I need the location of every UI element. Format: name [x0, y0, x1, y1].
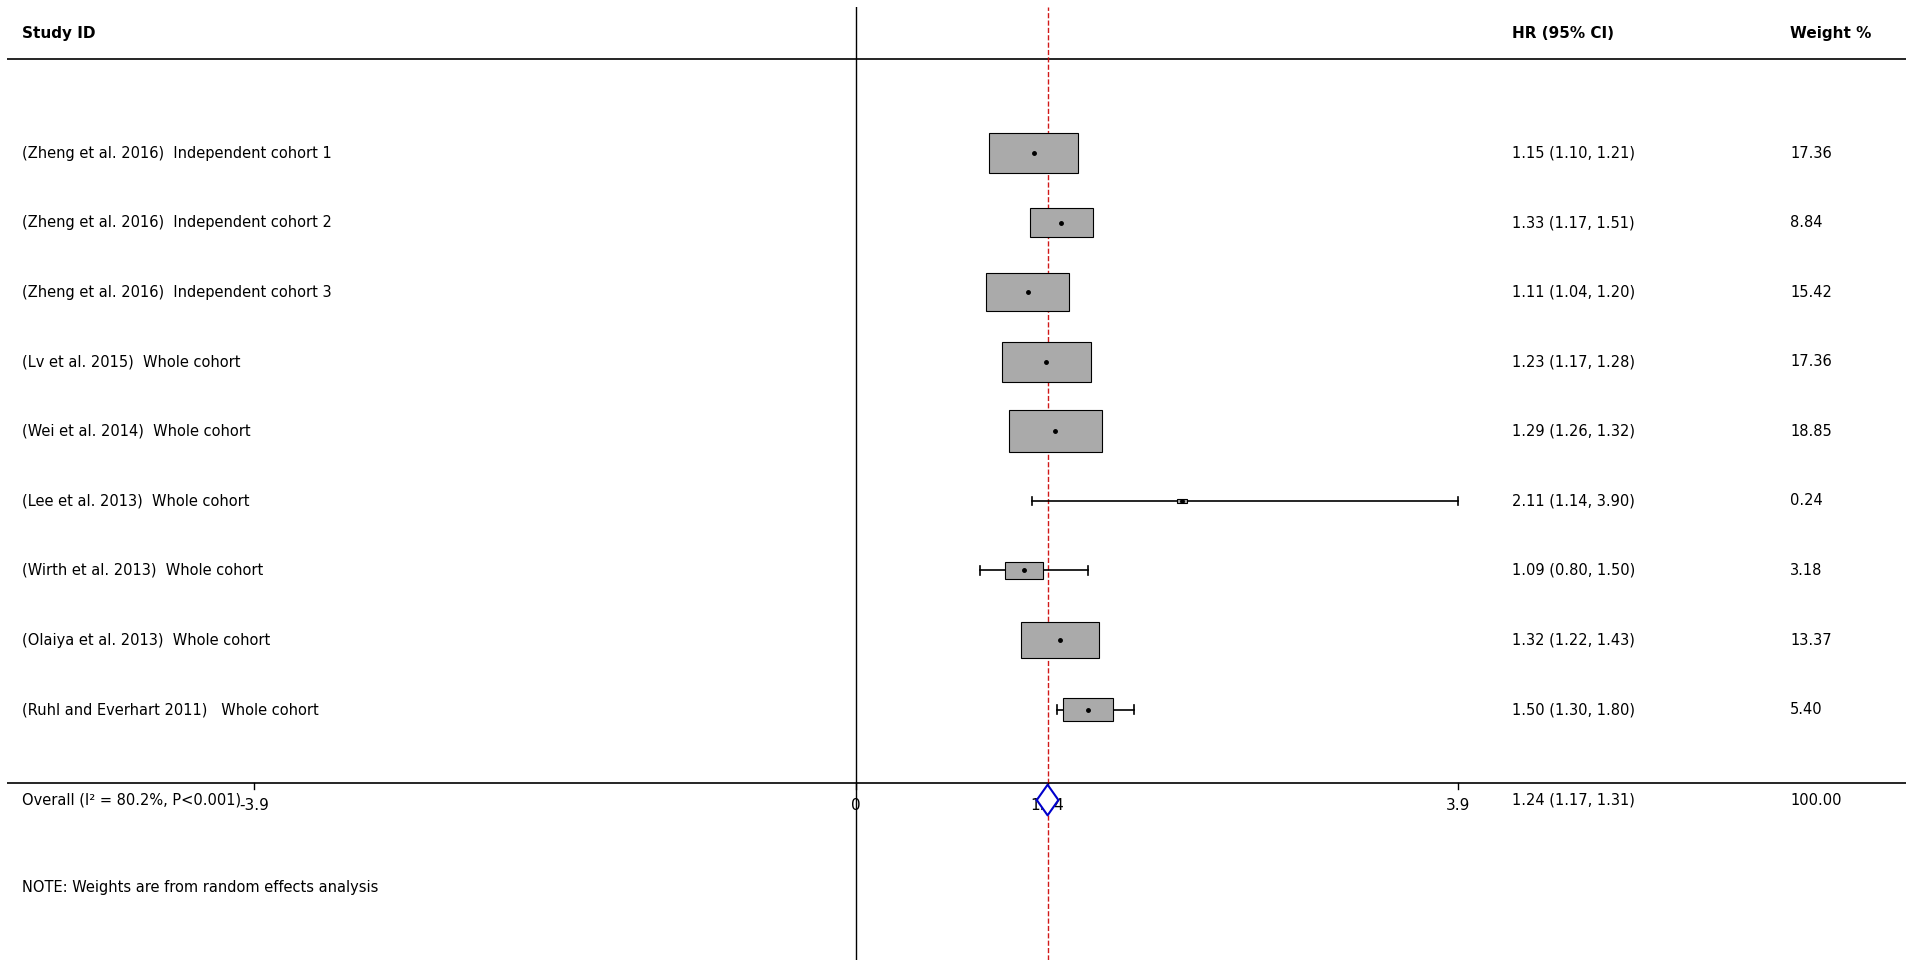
Text: 1.11 (1.04, 1.20): 1.11 (1.04, 1.20) [1513, 284, 1636, 300]
Text: Study ID: Study ID [23, 26, 96, 41]
Text: Weight %: Weight % [1791, 26, 1871, 41]
Bar [989, 133, 1079, 173]
Text: 1.33 (1.17, 1.51): 1.33 (1.17, 1.51) [1513, 215, 1636, 230]
Text: 0.24: 0.24 [1791, 493, 1823, 509]
Text: 1.23 (1.17, 1.28): 1.23 (1.17, 1.28) [1513, 354, 1636, 369]
Text: (Lee et al. 2013)  Whole cohort: (Lee et al. 2013) Whole cohort [23, 493, 251, 509]
Text: 1.50 (1.30, 1.80): 1.50 (1.30, 1.80) [1513, 702, 1636, 718]
Bar [1006, 562, 1043, 579]
Bar [1029, 208, 1092, 237]
Text: (Lv et al. 2015)  Whole cohort: (Lv et al. 2015) Whole cohort [23, 354, 241, 369]
Text: (Wirth et al. 2013)  Whole cohort: (Wirth et al. 2013) Whole cohort [23, 563, 264, 578]
Text: 13.37: 13.37 [1791, 632, 1833, 648]
Text: 1.29 (1.26, 1.32): 1.29 (1.26, 1.32) [1513, 424, 1636, 439]
Bar [1064, 698, 1113, 720]
Text: 8.84: 8.84 [1791, 215, 1823, 230]
Bar [1022, 623, 1098, 658]
Text: 18.85: 18.85 [1791, 424, 1833, 439]
Text: 2.11 (1.14, 3.90): 2.11 (1.14, 3.90) [1513, 493, 1636, 509]
Polygon shape [1037, 785, 1058, 815]
Text: 1.15 (1.10, 1.21): 1.15 (1.10, 1.21) [1513, 146, 1636, 161]
Text: (Zheng et al. 2016)  Independent cohort 2: (Zheng et al. 2016) Independent cohort 2 [23, 215, 333, 230]
Bar [1008, 410, 1102, 453]
Text: 1.09 (0.80, 1.50): 1.09 (0.80, 1.50) [1513, 563, 1636, 578]
Text: (Zheng et al. 2016)  Independent cohort 3: (Zheng et al. 2016) Independent cohort 3 [23, 284, 333, 300]
Text: Overall (I² = 80.2%, P<0.001): Overall (I² = 80.2%, P<0.001) [23, 793, 241, 807]
Text: 5.40: 5.40 [1791, 702, 1823, 718]
Text: 0: 0 [851, 798, 861, 813]
Text: (Olaiya et al. 2013)  Whole cohort: (Olaiya et al. 2013) Whole cohort [23, 632, 270, 648]
Text: 100.00: 100.00 [1791, 793, 1842, 807]
Text: HR (95% CI): HR (95% CI) [1513, 26, 1615, 41]
Text: 1.32 (1.22, 1.43): 1.32 (1.22, 1.43) [1513, 632, 1636, 648]
Text: (Zheng et al. 2016)  Independent cohort 1: (Zheng et al. 2016) Independent cohort 1 [23, 146, 333, 161]
Text: NOTE: Weights are from random effects analysis: NOTE: Weights are from random effects an… [23, 880, 379, 894]
Bar [1002, 341, 1090, 382]
Text: (Ruhl and Everhart 2011)   Whole cohort: (Ruhl and Everhart 2011) Whole cohort [23, 702, 319, 718]
Text: -3.9: -3.9 [239, 798, 270, 813]
Bar [1176, 499, 1188, 503]
Text: 3.18: 3.18 [1791, 563, 1823, 578]
Text: 3.9: 3.9 [1446, 798, 1471, 813]
Bar [985, 274, 1069, 311]
Text: (Wei et al. 2014)  Whole cohort: (Wei et al. 2014) Whole cohort [23, 424, 251, 439]
Text: 1.24 (1.17, 1.31): 1.24 (1.17, 1.31) [1513, 793, 1636, 807]
Text: 17.36: 17.36 [1791, 354, 1833, 369]
Text: 17.36: 17.36 [1791, 146, 1833, 161]
Text: 1.24: 1.24 [1031, 798, 1064, 813]
Text: 15.42: 15.42 [1791, 284, 1833, 300]
